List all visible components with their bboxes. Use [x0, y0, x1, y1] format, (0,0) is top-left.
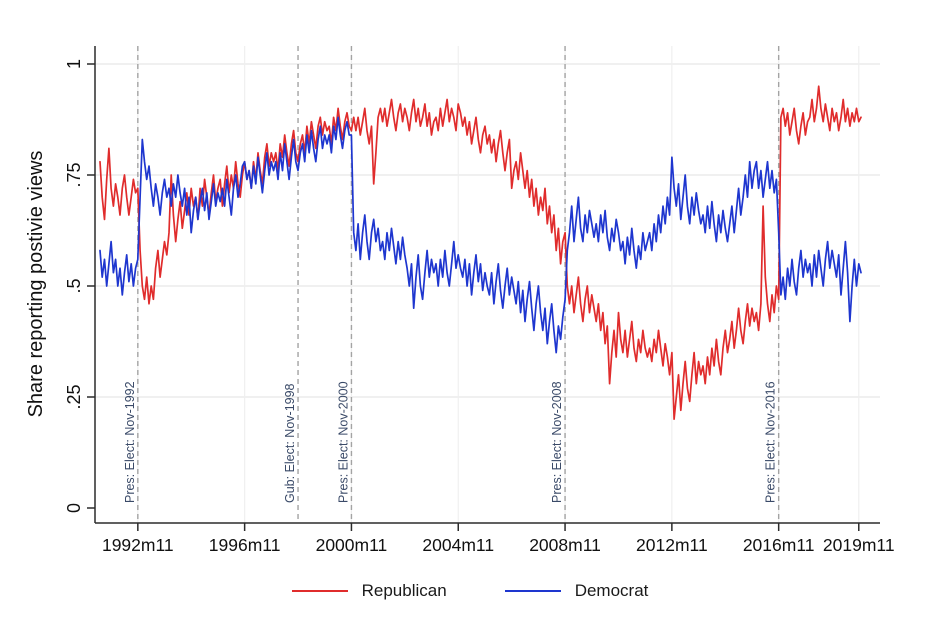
x-tick-label: 1992m11 [102, 535, 174, 555]
event-label: Gub: Elect: Nov-1998 [283, 383, 297, 503]
event-label: Pres: Elect: Nov-2000 [336, 381, 350, 503]
legend-label-democrat: Democrat [574, 581, 649, 600]
y-tick-label: .25 [64, 384, 84, 409]
line-chart-plot: Pres: Elect: Nov-1992 Gub: Elect: Nov-199… [64, 46, 895, 555]
republican-line [99, 85, 862, 421]
y-tick-label: 1 [64, 59, 84, 69]
y-tick-label: .75 [64, 162, 84, 187]
legend: Republican Democrat [0, 581, 940, 601]
democrat-line [99, 116, 862, 354]
x-tick-label: 2000m11 [316, 535, 388, 555]
y-tick-label: .5 [64, 278, 84, 293]
event-label: Pres: Elect: Nov-2008 [550, 381, 564, 503]
x-tick-label: 2012m11 [636, 535, 708, 555]
y-tick-label: 0 [64, 503, 84, 513]
legend-item-democrat: Democrat [504, 581, 649, 601]
x-tick-label: 2004m11 [422, 535, 494, 555]
event-label: Pres: Elect: Nov-2016 [764, 381, 778, 503]
republican-legend-line [291, 590, 348, 592]
democrat-legend-line [504, 590, 561, 592]
event-label: Pres: Elect: Nov-1992 [123, 381, 137, 503]
legend-item-republican: Republican [291, 581, 447, 601]
x-tick-label: 2016m11 [743, 535, 815, 555]
legend-label-republican: Republican [361, 581, 447, 600]
y-axis-title: Share reporting postivie views [25, 150, 47, 418]
x-tick-label: 2019m11 [823, 535, 895, 555]
x-tick-label: 1996m11 [209, 535, 281, 555]
x-tick-label: 2008m11 [529, 535, 601, 555]
